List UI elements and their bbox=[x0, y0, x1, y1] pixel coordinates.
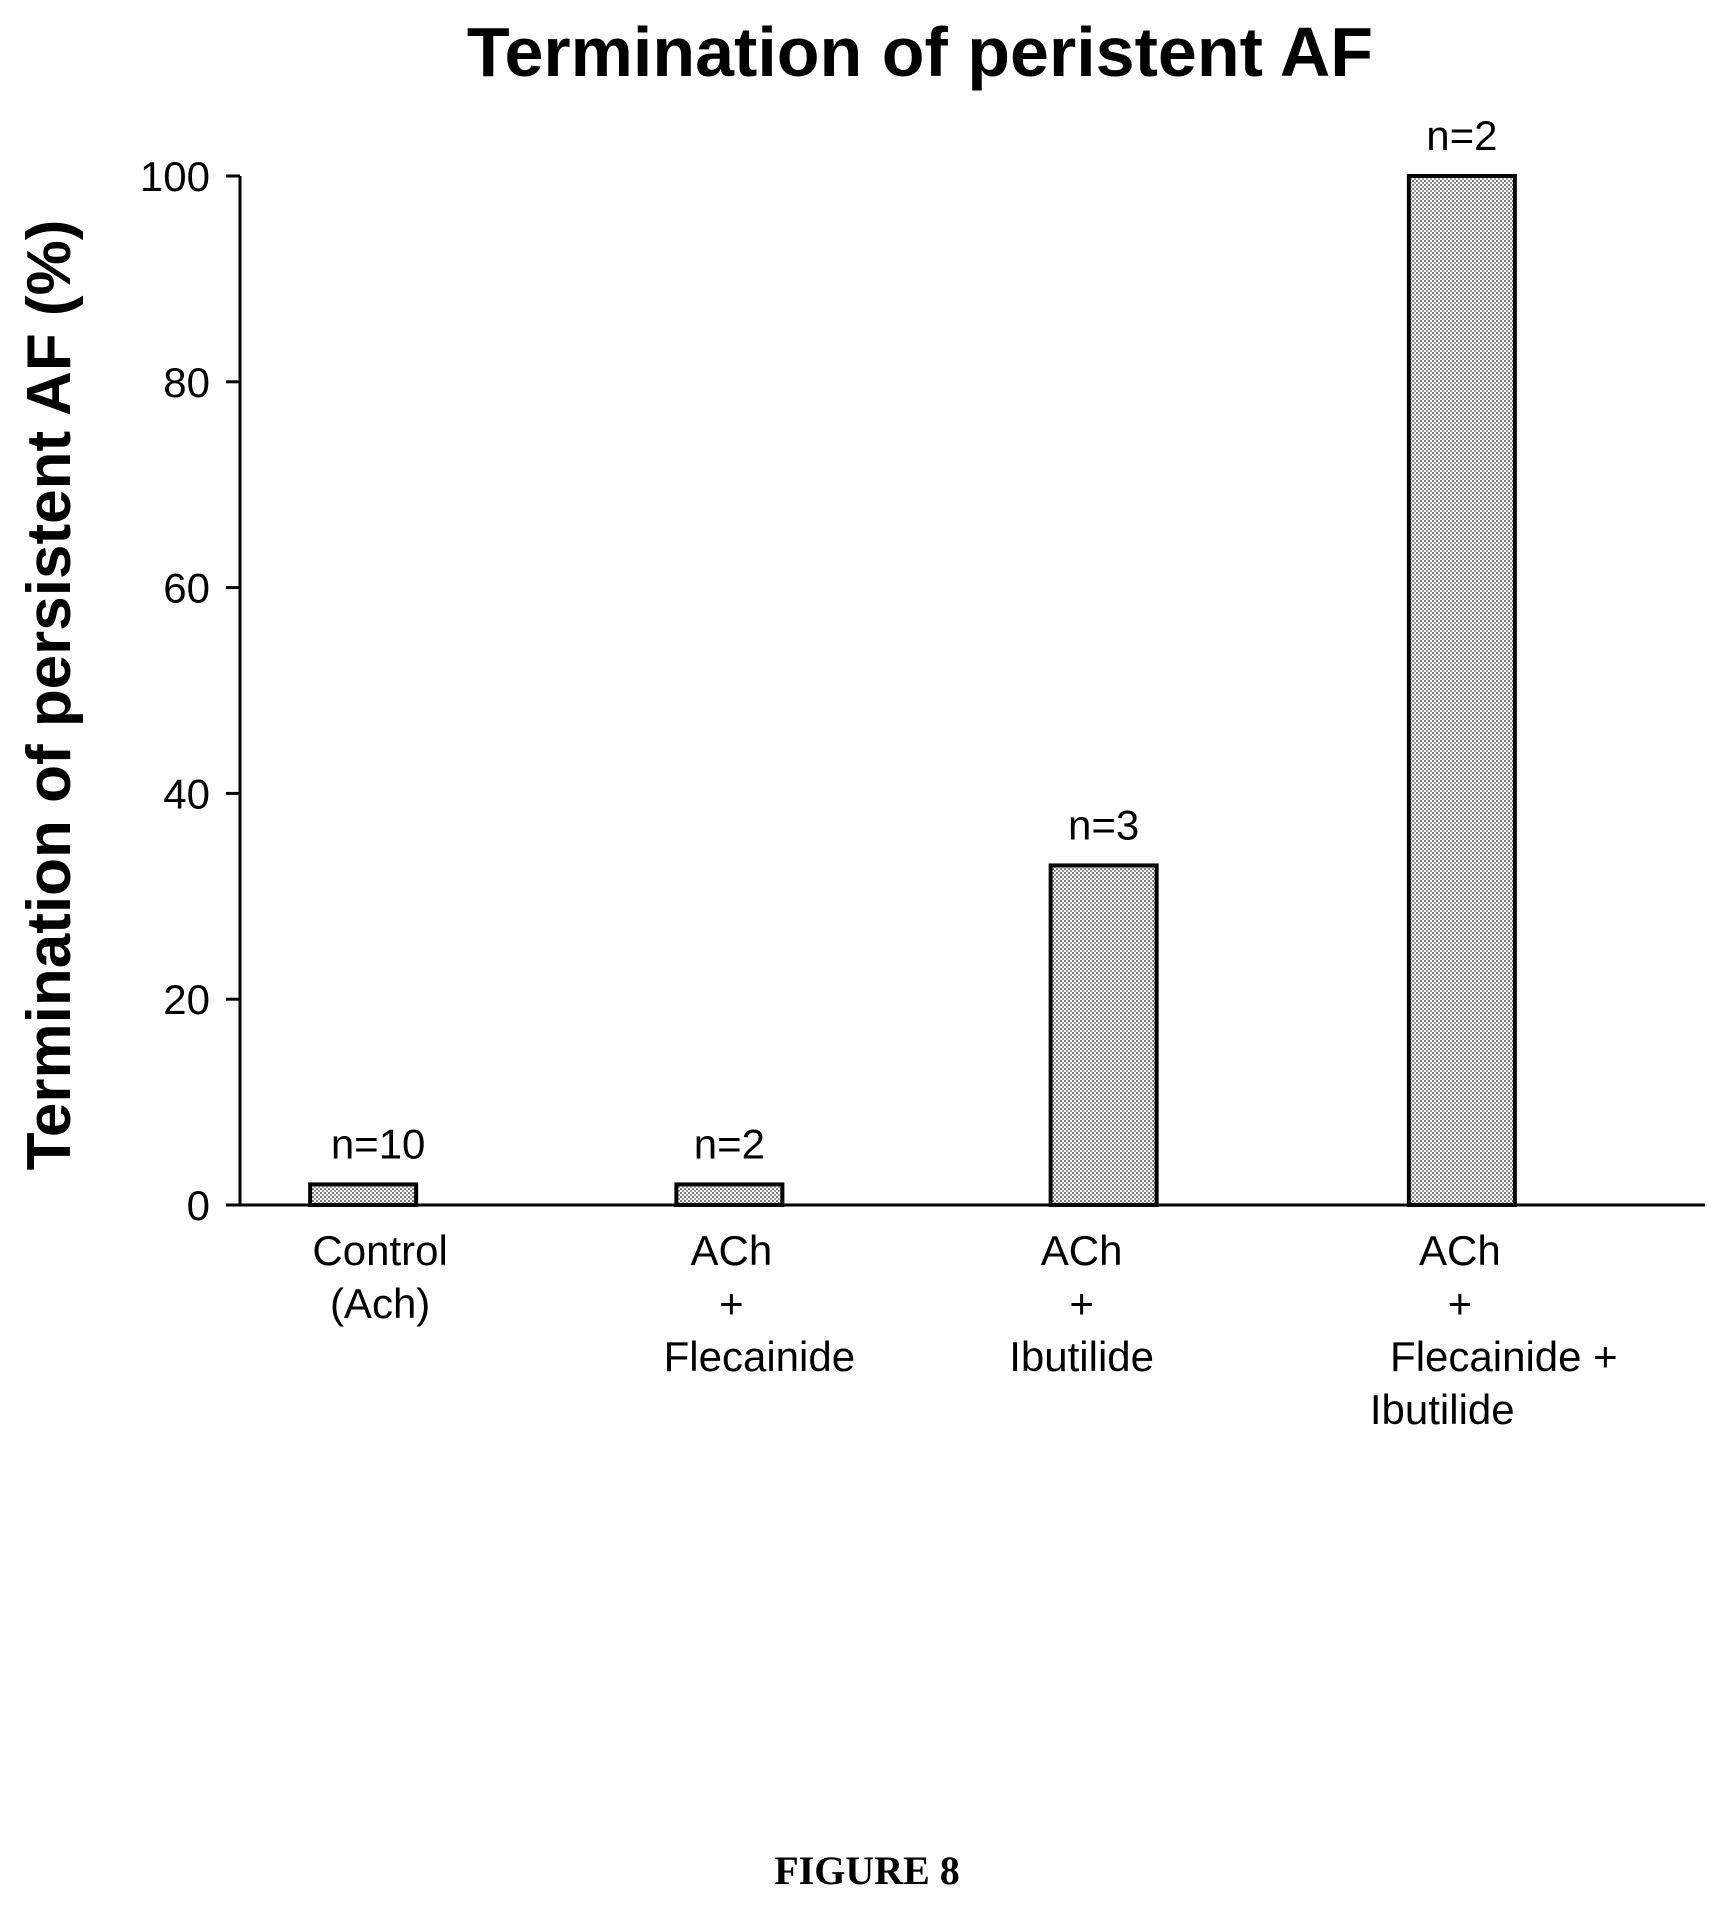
y-tick-label: 60 bbox=[163, 565, 210, 612]
y-axis-label: Termination of persistent AF (%) bbox=[15, 220, 84, 1171]
bar-data-label: n=2 bbox=[1426, 112, 1497, 159]
chart-title: Termination of peristent AF bbox=[467, 13, 1373, 91]
bar-data-label: n=3 bbox=[1068, 801, 1139, 848]
y-tick-label: 0 bbox=[187, 1182, 210, 1229]
data-labels: n=10 n=2 n=3 n=2 bbox=[331, 112, 1498, 1167]
x-category-label: + bbox=[719, 1280, 744, 1327]
category-labels: Control (Ach) ACh + Flecainide ACh + Ibutilide A… bbox=[312, 1227, 1617, 1433]
x-category-label: + bbox=[1448, 1280, 1473, 1327]
bar bbox=[308, 1182, 419, 1208]
bar-data-label: n=2 bbox=[694, 1120, 765, 1167]
y-tick-label: 40 bbox=[163, 770, 210, 817]
x-category-label: + bbox=[1069, 1280, 1094, 1327]
figure-caption: FIGURE 8 bbox=[774, 1848, 960, 1893]
x-category-label: Flecainide bbox=[664, 1333, 855, 1380]
bar-data-label: n=10 bbox=[331, 1120, 426, 1167]
y-tick-label: 100 bbox=[140, 153, 210, 200]
bar bbox=[1048, 863, 1159, 1207]
x-category-label: Ibutilide bbox=[1370, 1386, 1515, 1433]
x-category-label: ACh bbox=[691, 1227, 773, 1274]
x-category-label: ACh bbox=[1041, 1227, 1123, 1274]
x-category-label: Flecainide + bbox=[1390, 1333, 1618, 1380]
bar bbox=[674, 1182, 785, 1208]
y-tick-label: 80 bbox=[163, 359, 210, 406]
bars bbox=[308, 174, 1517, 1208]
x-category-label: Control bbox=[312, 1227, 447, 1274]
bar bbox=[1406, 174, 1517, 1207]
x-category-label: ACh bbox=[1419, 1227, 1501, 1274]
y-tick-label: 20 bbox=[163, 976, 210, 1023]
y-ticks: 0 20 40 60 80 100 bbox=[140, 153, 240, 1229]
x-category-label: Ibutilide bbox=[1009, 1333, 1154, 1380]
x-category-label: (Ach) bbox=[330, 1280, 430, 1327]
